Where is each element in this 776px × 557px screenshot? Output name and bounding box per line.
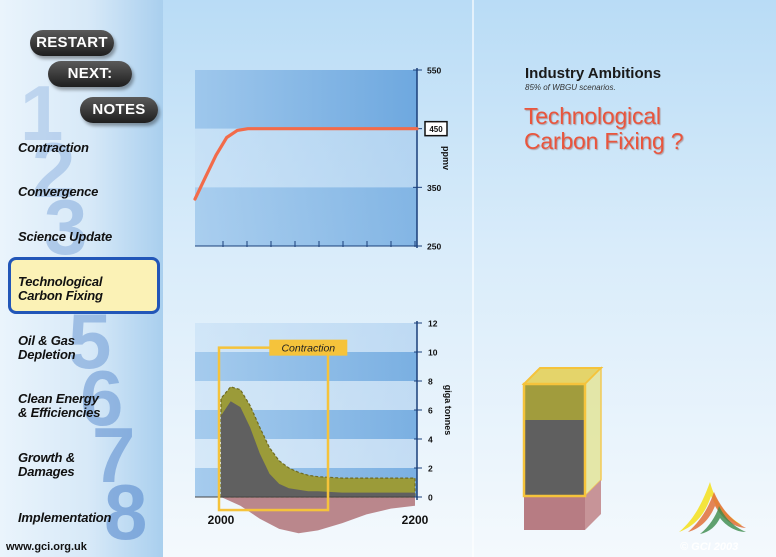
next-button[interactable]: NEXT: [48, 61, 132, 87]
nav-line-1: Growth & [18, 450, 75, 465]
page-subtitle: 85% of WBGU scenarios. [525, 83, 616, 92]
emissions-y-tick-label: 6 [428, 406, 433, 416]
sidebar-item-technological-carbon-fixing[interactable]: Technological Carbon Fixing [18, 275, 103, 303]
gci-logo [679, 482, 746, 534]
emissions-y-tick-label: 4 [428, 435, 433, 445]
emissions-chart: 12 10 8 6 4 2 0 giga tonnes 2000 2200 Contraction [195, 319, 453, 534]
sidebar-item-implementation[interactable]: Implementation [18, 510, 112, 525]
info-graphics [521, 366, 746, 534]
concentration-marker-label: 450 [429, 125, 443, 134]
step-number-6: 6 [80, 354, 123, 442]
budget-box-graphic [521, 366, 604, 530]
box-outline [522, 382, 587, 498]
nav-line-2: Carbon Fixing [18, 288, 103, 303]
nav-line-1: Clean Energy [18, 391, 99, 406]
emissions-x-tick-label: 2000 [208, 513, 235, 527]
panel-divider [472, 0, 474, 557]
emissions-total-area [220, 386, 416, 498]
box-side-face [584, 366, 602, 498]
sidebar-item-convergence[interactable]: Convergence [18, 184, 99, 199]
sidebar-item-oil-gas-depletion[interactable]: Oil & Gas Depletion [18, 333, 76, 362]
contraction-annotation-bg [269, 339, 348, 356]
sidebar-item-contraction[interactable]: Contraction [18, 140, 89, 155]
scenario-title-line-1: Technological [524, 103, 661, 129]
notes-button[interactable]: NOTES [80, 97, 158, 123]
emissions-y-tick-label: 12 [428, 319, 438, 329]
scenario-title-line-2: Carbon Fixing ? [524, 128, 684, 154]
emissions-x-tick-label: 2200 [402, 513, 429, 527]
info-panel [474, 0, 776, 557]
nav-line-1: Technological [18, 274, 103, 289]
active-nav-highlight [8, 257, 160, 314]
step-number-3: 3 [44, 183, 87, 271]
emissions-y-tick-label: 8 [428, 377, 433, 387]
box-grey-segment [524, 420, 585, 496]
sidebar-item-science-update[interactable]: Science Update [18, 229, 113, 244]
nav-line-1: Oil & Gas [18, 333, 75, 348]
concentration-series-line [193, 127, 419, 201]
concentration-y-tick-label: 250 [427, 242, 441, 252]
emissions-y-axis-label: giga tonnes [443, 385, 453, 436]
emissions-y-tick-label: 10 [428, 348, 438, 358]
box-red-side [585, 480, 601, 530]
nav-line-2: & Efficiencies [18, 405, 101, 420]
sink-area [221, 497, 415, 534]
restart-button[interactable]: RESTART [30, 30, 114, 56]
page-title: Industry Ambitions [525, 65, 662, 82]
concentration-y-axis-label: ppmv [441, 146, 451, 170]
step-number-8: 8 [104, 468, 147, 556]
emissions-band [195, 352, 417, 381]
box-red-segment [524, 496, 585, 530]
concentration-marker-box [424, 120, 448, 137]
chart-panel: 550 350 250 450 ppmv 12 10 8 6 4 2 0 giga tonnes 200… [163, 0, 473, 557]
emissions-y-tick-label: 0 [428, 493, 433, 503]
step-number-7: 7 [92, 411, 135, 499]
step-number-2: 2 [32, 126, 75, 214]
emissions-fossil-area [221, 401, 415, 497]
concentration-chart: 550 350 250 450 ppmv [193, 66, 451, 252]
nav-line-2: Depletion [18, 347, 76, 362]
site-url-link[interactable]: www.gci.org.uk [6, 541, 87, 553]
band-350-250 [195, 187, 417, 246]
copyright-notice: © GCI 2003 [680, 541, 739, 553]
sidebar-item-clean-energy[interactable]: Clean Energy & Efficiencies [18, 392, 100, 420]
concentration-y-tick-label: 550 [427, 66, 441, 76]
charts-svg: 550 350 250 450 ppmv 12 10 8 6 4 2 0 giga tonnes 200… [193, 66, 453, 534]
scenario-title: Technological Carbon Fixing ? [524, 103, 684, 154]
sidebar-item-growth-damages[interactable]: Growth & Damages [18, 451, 75, 479]
band-450-350 [195, 128, 417, 188]
contraction-annotation-label: Contraction [281, 343, 335, 355]
nav-line-2: Damages [18, 464, 75, 479]
concentration-y-tick-label: 350 [427, 183, 441, 193]
box-olive-segment [524, 384, 585, 420]
band-550-450 [195, 70, 417, 129]
sidebar: 12345678 RESTART NEXT: NOTES Contraction… [0, 0, 163, 557]
emissions-y-tick-label: 2 [428, 464, 433, 474]
